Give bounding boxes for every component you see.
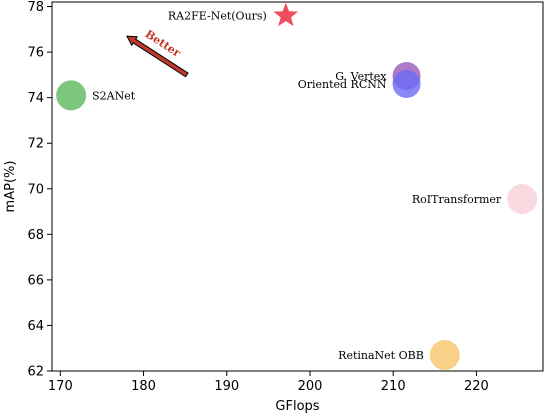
point-label-ra2fe-net-ours: RA2FE-Net(Ours) (168, 10, 267, 23)
better-arrow (126, 35, 189, 78)
point-label-roitransformer: RoITransformer (412, 193, 502, 206)
point-label-retinanet-obb: RetinaNet OBB (338, 349, 424, 362)
x-tick-label: 170 (48, 379, 73, 394)
y-tick-label: 62 (27, 365, 44, 380)
x-tick-label: 180 (131, 379, 156, 394)
y-tick-label: 68 (27, 228, 44, 243)
y-tick-label: 72 (27, 137, 44, 152)
y-axis-label: mAP(%) (3, 161, 18, 213)
point-oriented-rcnn (392, 70, 421, 98)
y-tick-label: 70 (27, 182, 44, 197)
x-tick-label: 210 (381, 379, 406, 394)
point-label-s2anet: S2ANet (92, 89, 136, 102)
point-s2anet (56, 80, 87, 111)
point-label-g-vertex: G. Vertex (335, 70, 387, 83)
point-retinanet-obb (429, 340, 460, 371)
y-tick-label: 66 (27, 273, 44, 288)
plot-frame (51, 1, 544, 372)
point-roitransformer (507, 184, 538, 215)
x-tick-label: 220 (464, 379, 489, 394)
x-tick-label: 200 (298, 379, 323, 394)
y-axis: 62 64 66 68 70 72 74 76 78 (27, 0, 52, 380)
y-tick-label: 64 (27, 319, 44, 334)
x-axis-label: GFlops (275, 399, 319, 414)
x-axis: 170 180 190 200 210 220 (48, 371, 489, 394)
x-tick-label: 190 (214, 379, 239, 394)
y-tick-label: 78 (27, 0, 44, 15)
point-label-oriented-rcnn: Oriented RCNN (298, 78, 387, 91)
y-tick-label: 74 (27, 91, 44, 106)
y-tick-label: 76 (27, 46, 44, 61)
point-ra2fe-net-ours (273, 2, 299, 27)
